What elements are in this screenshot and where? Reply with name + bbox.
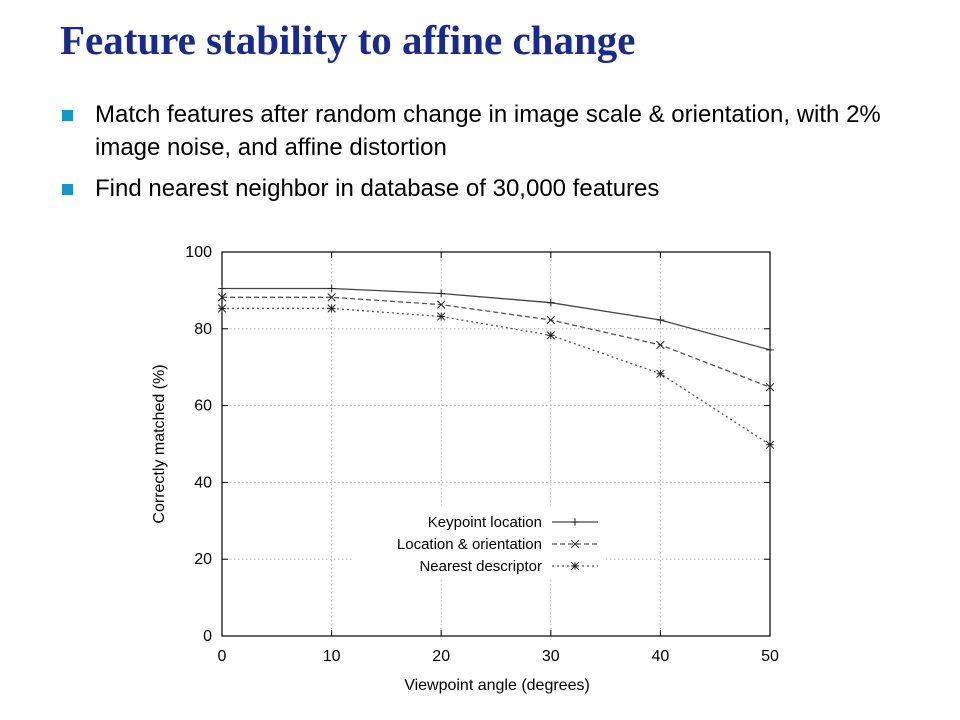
- axes: 0 10 20 30 40 50 0 20 40 60 80 100: [185, 244, 779, 665]
- y-tick-label: 20: [194, 551, 212, 568]
- marker-stroke: [437, 300, 446, 309]
- data-point: [327, 304, 336, 313]
- legend-marker: [570, 539, 580, 549]
- data-point: [547, 298, 555, 307]
- x-tick-label: 10: [323, 648, 341, 665]
- square-bullet-icon: [62, 110, 73, 121]
- x-tick-label: 40: [652, 648, 670, 665]
- legend: Keypoint location Location & orientation N…: [352, 508, 606, 580]
- legend-label: Location & orientation: [397, 536, 542, 553]
- data-point: [765, 440, 775, 449]
- data-point: [546, 315, 555, 325]
- legend-label: Nearest descriptor: [419, 558, 542, 575]
- x-axis-label: Viewpoint angle (degrees): [404, 677, 590, 694]
- data-point: [437, 312, 446, 321]
- series-group: [217, 284, 775, 449]
- marker-stroke: [765, 440, 775, 449]
- data-point: [437, 300, 446, 309]
- bullet-text: Match features after random change in im…: [95, 101, 881, 161]
- x-tick-label: 0: [218, 648, 227, 665]
- x-tick-label: 30: [542, 648, 560, 665]
- y-tick-label: 100: [185, 244, 212, 261]
- marker-stroke: [570, 539, 580, 549]
- data-point: [217, 304, 227, 313]
- bullet-item: Match features after random change in im…: [62, 98, 922, 164]
- y-axis-label: Correctly matched (%): [151, 364, 168, 523]
- marker-stroke: [546, 315, 555, 325]
- data-point: [765, 383, 775, 392]
- legend-label: Keypoint location: [428, 514, 542, 531]
- y-tick-label: 60: [194, 398, 212, 415]
- data-point: [656, 369, 665, 378]
- data-point: [766, 346, 774, 354]
- marker-stroke: [217, 304, 227, 313]
- y-tick-label: 40: [194, 474, 212, 491]
- data-point: [327, 284, 336, 293]
- series-line: [222, 296, 771, 388]
- legend-marker: [571, 518, 579, 526]
- data-point: [218, 284, 226, 293]
- bullet-text: Find nearest neighbor in database of 30,…: [95, 175, 660, 202]
- marker-stroke: [437, 312, 446, 321]
- marker-stroke: [217, 293, 227, 302]
- marker-stroke: [765, 383, 775, 392]
- series-line: [222, 287, 771, 351]
- data-point: [327, 293, 336, 302]
- marker-stroke: [656, 340, 665, 350]
- marker-stroke: [327, 293, 336, 302]
- marker-stroke: [546, 331, 555, 340]
- data-point: [437, 289, 445, 298]
- legend-marker: [570, 561, 580, 571]
- marker-stroke: [327, 304, 336, 313]
- slide-title: Feature stability to affine change: [60, 17, 636, 63]
- x-tick-label: 20: [432, 648, 450, 665]
- data-point: [217, 293, 227, 302]
- y-tick-label: 80: [194, 321, 212, 338]
- data-point: [546, 331, 555, 340]
- marker-stroke: [570, 561, 580, 571]
- y-tick-label: 0: [203, 628, 212, 645]
- square-bullet-icon: [62, 184, 73, 195]
- data-point: [656, 316, 665, 324]
- series-line: [222, 307, 771, 446]
- x-tick-label: 50: [761, 648, 779, 665]
- marker-stroke: [656, 369, 665, 378]
- data-point: [656, 340, 665, 350]
- bullet-list: Match features after random change in im…: [62, 98, 922, 213]
- bullet-item: Find nearest neighbor in database of 30,…: [62, 172, 922, 205]
- line-chart: 0 10 20 30 40 50 0 20 40 60 80 100 Keypoint locatio…: [151, 244, 779, 694]
